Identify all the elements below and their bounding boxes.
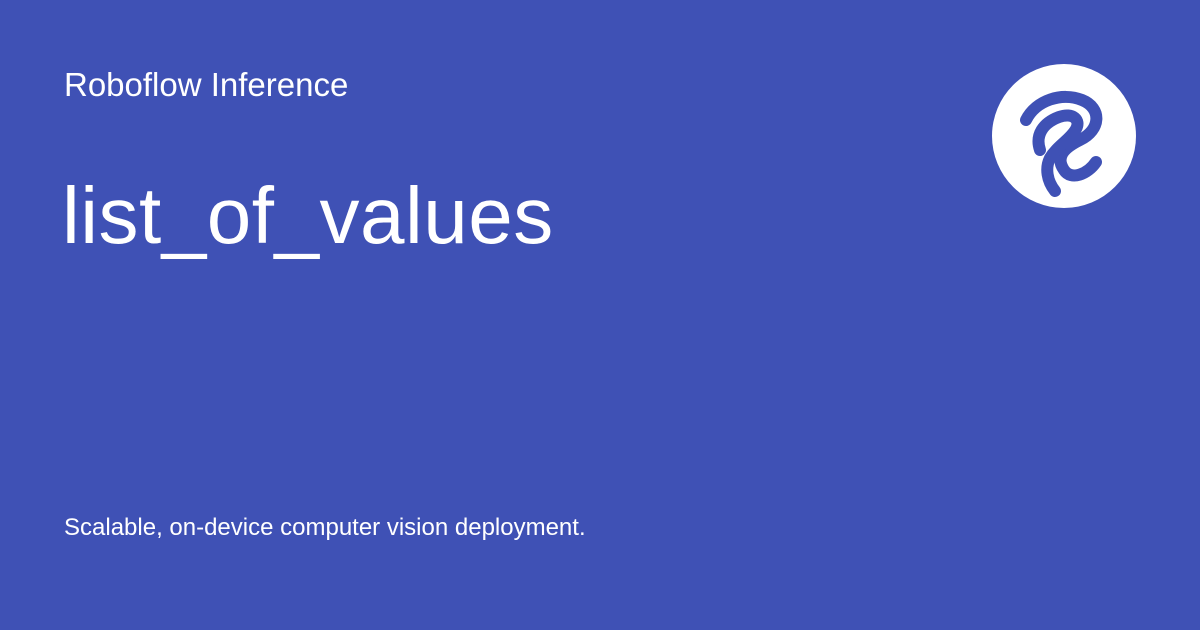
tagline: Scalable, on-device computer vision depl… [64,514,586,541]
site-name: Roboflow Inference [64,66,349,103]
page-title: list_of_values [62,171,554,260]
roboflow-logo-icon [992,64,1136,208]
